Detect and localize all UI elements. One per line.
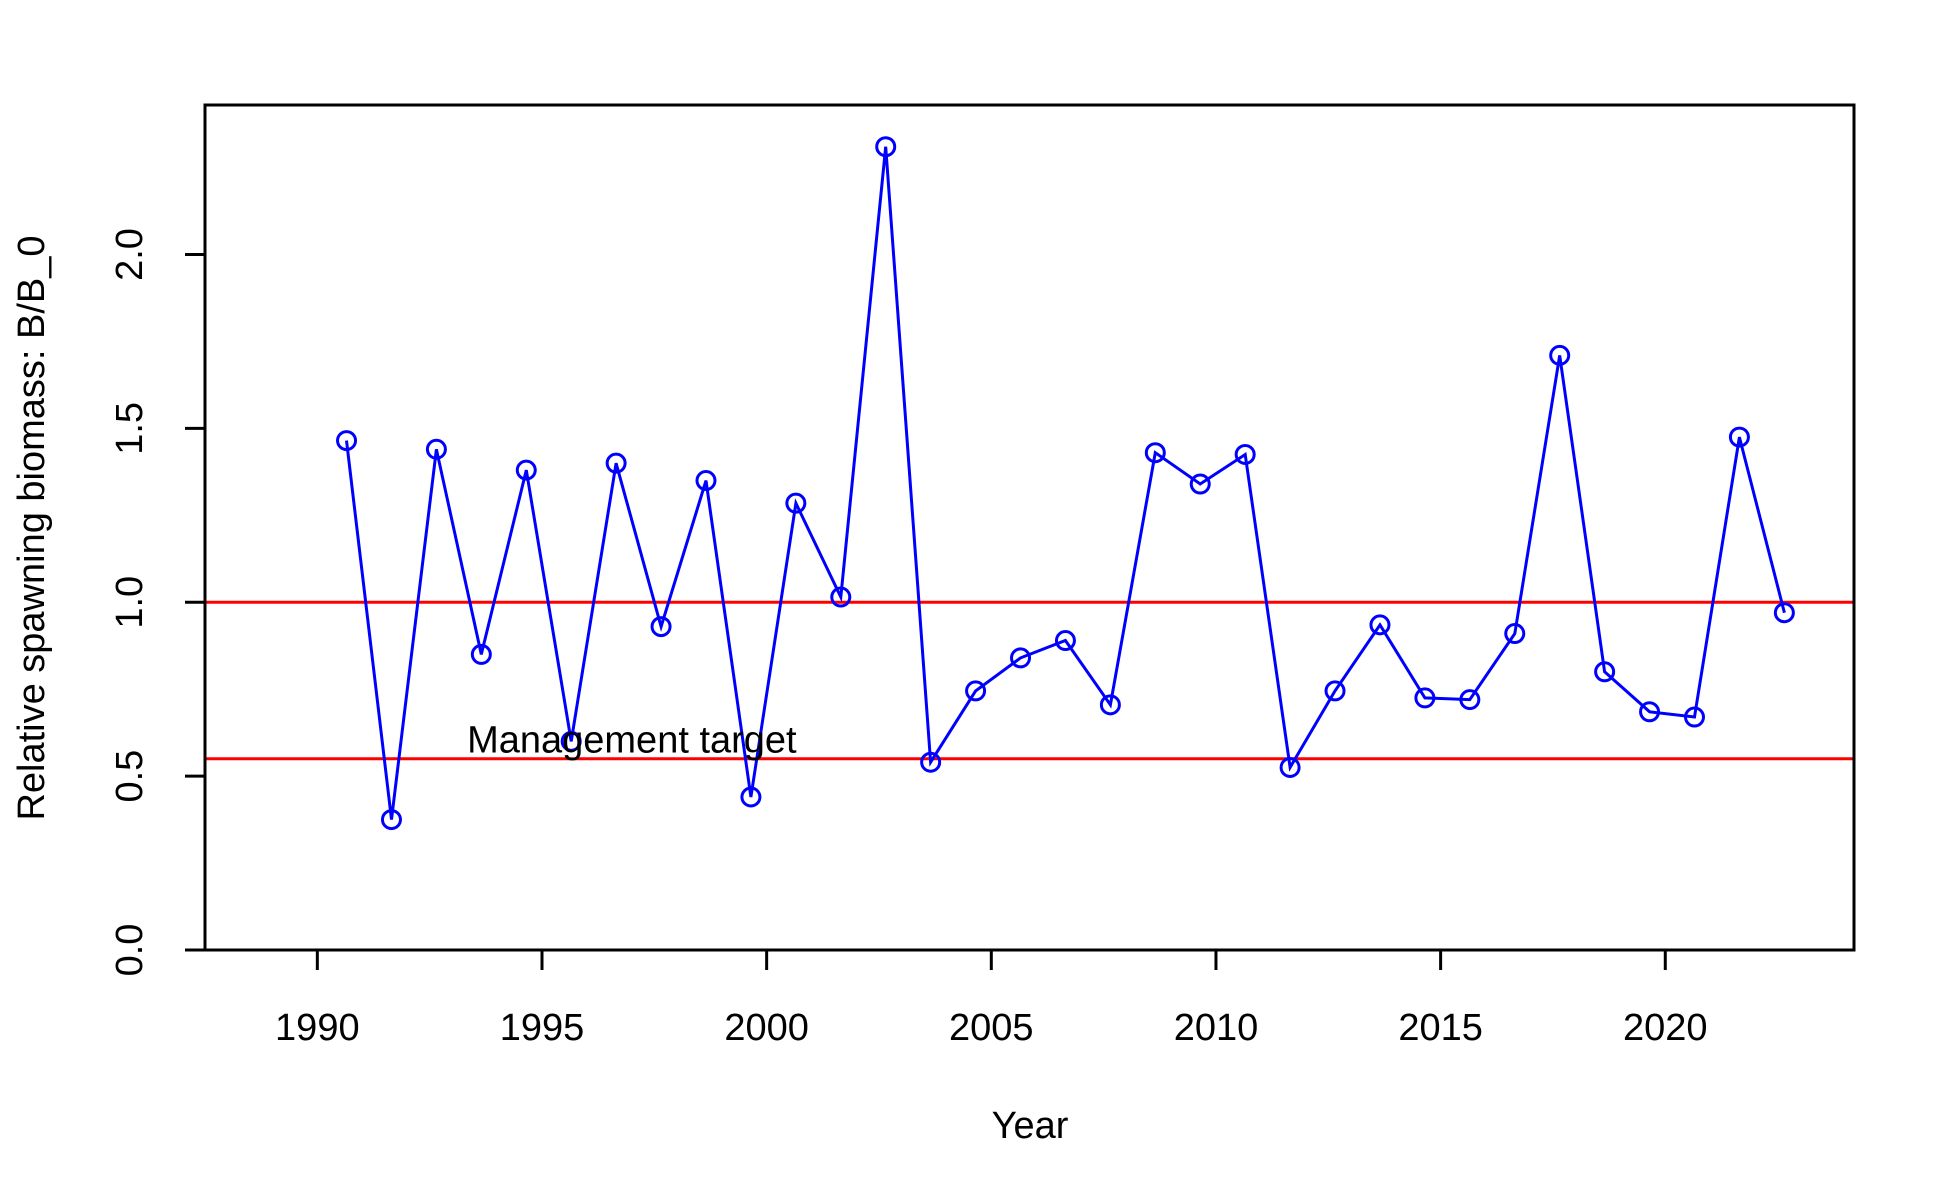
data-point	[1324, 680, 1346, 702]
data-point	[515, 459, 537, 481]
data-point	[470, 643, 492, 665]
data-point	[650, 616, 672, 638]
data-point	[1773, 602, 1795, 624]
data-point	[1414, 687, 1436, 709]
data-point	[1189, 473, 1211, 495]
data-point	[1054, 630, 1076, 652]
y-tick-label: 0.0	[109, 924, 151, 977]
annotation-management-target: Management target	[467, 719, 797, 761]
y-tick-label: 0.5	[109, 750, 151, 803]
y-tick-label: 1.5	[109, 402, 151, 455]
x-tick-label: 2005	[949, 1007, 1034, 1049]
data-point	[605, 452, 627, 474]
x-tick-label: 2000	[724, 1007, 809, 1049]
data-point	[1639, 701, 1661, 723]
series-layer	[336, 136, 1795, 831]
data-point	[1504, 623, 1526, 645]
reference-lines	[205, 600, 1854, 761]
data-point	[1099, 694, 1121, 716]
data-point	[336, 430, 358, 452]
x-tick-label: 2015	[1398, 1007, 1483, 1049]
data-point	[1234, 443, 1256, 465]
data-point	[965, 680, 987, 702]
data-point	[560, 730, 582, 752]
annotation-layer: Management target	[467, 719, 797, 761]
data-point	[1728, 426, 1750, 448]
x-axis-label: Year	[992, 1105, 1069, 1147]
x-axis: 1990 1995 2000 2005 2010 2015 2020	[275, 948, 1708, 1049]
data-point	[380, 809, 402, 831]
x-tick-label: 2010	[1174, 1007, 1259, 1049]
data-point	[920, 751, 942, 773]
y-tick-label: 1.0	[109, 576, 151, 629]
data-point	[1683, 706, 1705, 728]
data-point	[425, 438, 447, 460]
x-tick-label: 2020	[1623, 1007, 1708, 1049]
y-axis-label: Relative spawning biomass: B/B_0	[11, 235, 53, 820]
data-point	[1279, 756, 1301, 778]
data-point	[830, 586, 852, 608]
data-point	[1459, 689, 1481, 711]
data-point	[875, 136, 897, 158]
data-point	[1549, 344, 1571, 366]
data-point	[1144, 442, 1166, 464]
data-point	[1594, 661, 1616, 683]
x-tick-label: 1995	[500, 1007, 585, 1049]
y-tick-label: 2.0	[109, 228, 151, 281]
x-tick-label: 1990	[275, 1007, 360, 1049]
series-line	[345, 146, 1786, 820]
data-point	[1369, 614, 1391, 636]
data-point	[695, 470, 717, 492]
y-axis: 0.0 0.5 1.0 1.5 2.0	[109, 228, 207, 977]
data-point	[785, 492, 807, 514]
data-point	[740, 786, 762, 808]
data-point	[1010, 647, 1032, 669]
